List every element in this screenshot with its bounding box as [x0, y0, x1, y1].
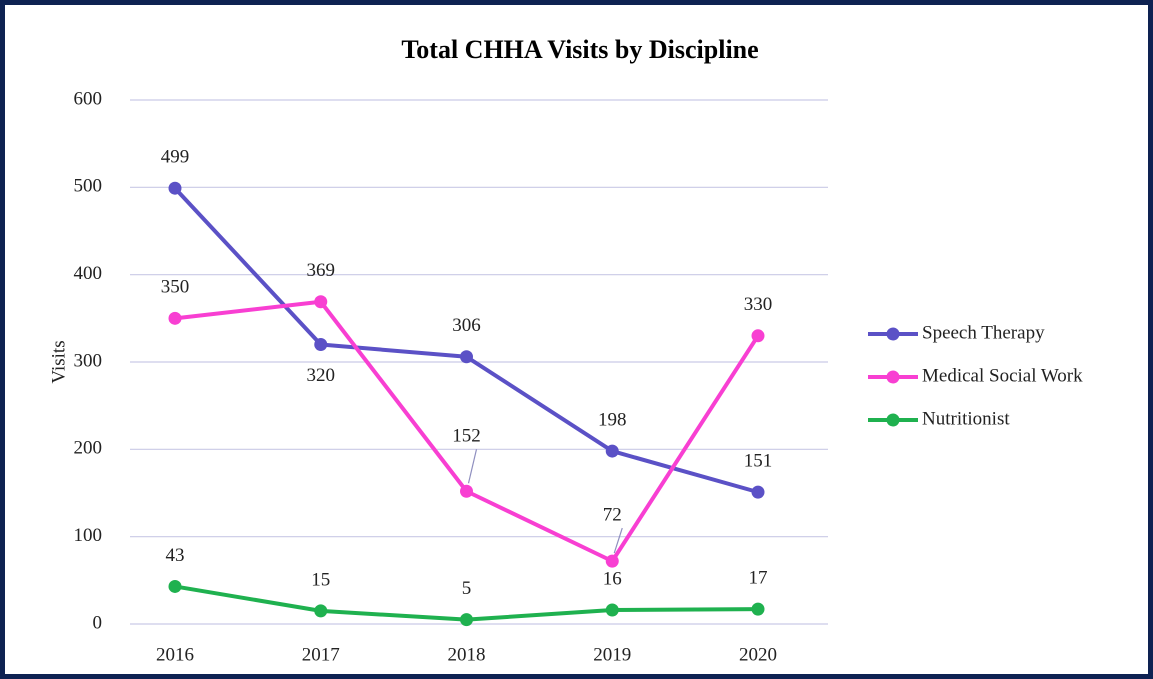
y-tick-label: 600 [74, 88, 103, 109]
y-tick-label: 100 [74, 525, 103, 546]
data-label: 152 [452, 426, 481, 447]
point [605, 603, 619, 617]
y-tick-label: 500 [74, 176, 103, 197]
y-axis-label: Visits [48, 340, 69, 383]
point [605, 554, 619, 568]
y-tick-label: 400 [74, 263, 103, 284]
leader-line [613, 527, 623, 554]
data-label: 5 [462, 578, 472, 599]
point [751, 602, 765, 616]
chart-title: Total CHHA Visits by Discipline [401, 35, 758, 64]
x-tick-label: 2016 [156, 644, 194, 665]
point [314, 295, 328, 309]
point [168, 579, 182, 593]
legend-marker [886, 327, 900, 341]
leader-line [467, 449, 478, 484]
x-tick-label: 2020 [739, 644, 777, 665]
point [314, 604, 328, 618]
legend-label: Speech Therapy [922, 322, 1045, 343]
x-tick-label: 2019 [593, 644, 631, 665]
y-tick-label: 200 [74, 438, 103, 459]
point [605, 444, 619, 458]
point [460, 350, 473, 364]
x-tick-label: 2018 [448, 644, 486, 665]
data-label: 330 [744, 294, 773, 315]
data-label: 43 [166, 545, 185, 566]
data-label: 306 [452, 315, 481, 336]
y-tick-label: 0 [93, 612, 103, 633]
data-label: 198 [598, 409, 627, 430]
point [460, 484, 473, 498]
point [751, 485, 765, 499]
legend-label: Medical Social Work [922, 365, 1083, 386]
data-label: 16 [603, 568, 622, 589]
point [168, 311, 182, 325]
data-label: 369 [307, 260, 336, 281]
data-label: 72 [603, 504, 622, 525]
data-label: 151 [744, 450, 773, 471]
legend-marker [886, 370, 900, 384]
point [314, 338, 328, 352]
legend-label: Nutritionist [922, 408, 1010, 429]
point [751, 329, 765, 343]
legend-marker [886, 413, 900, 427]
point [168, 181, 182, 195]
point [460, 613, 473, 627]
data-label: 499 [161, 147, 190, 168]
data-label: 350 [161, 277, 190, 298]
x-tick-label: 2017 [302, 644, 340, 665]
y-tick-label: 300 [74, 350, 103, 371]
data-label: 17 [749, 568, 768, 589]
data-label: 15 [311, 569, 330, 590]
data-label: 320 [307, 365, 336, 386]
